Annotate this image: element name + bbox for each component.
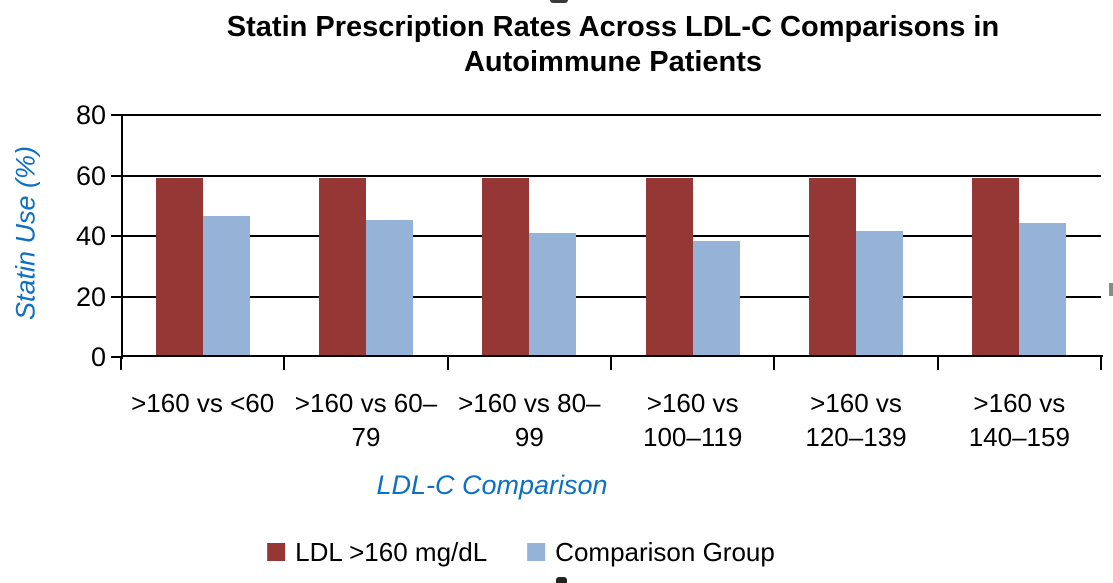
legend-item-series-2: Comparison Group	[527, 537, 775, 567]
gridline-60	[121, 174, 1101, 177]
gridline-40	[121, 235, 1101, 237]
x-tick-label-line: >160 vs <60	[131, 388, 275, 418]
x-tick-label-1: >160 vs <60	[121, 386, 284, 420]
x-tick-mark-0	[120, 357, 122, 370]
x-axis-title: LDL-C Comparison	[376, 470, 608, 500]
y-tick-label-20: 20	[75, 281, 106, 312]
bar-group-4	[611, 115, 774, 357]
chart-title: Statin Prescription Rates Across LDL-C C…	[93, 10, 1113, 80]
bar-group-1	[121, 115, 284, 357]
plot-area	[121, 114, 1101, 357]
y-tick-mark-0	[111, 356, 122, 358]
bar-series-1-cat-2	[318, 177, 366, 357]
y-tick-mark-20	[111, 295, 122, 298]
x-tick-label-line: >160 vs	[973, 388, 1066, 418]
y-tick-label-60: 60	[75, 160, 106, 191]
chart-title-line-1: Statin Prescription Rates Across LDL-C C…	[226, 11, 1000, 43]
x-tick-label-6: >160 vs 140–159	[938, 386, 1101, 454]
legend-swatch-series-2-icon	[527, 543, 546, 561]
legend-label-series-1: LDL >160 mg/dL	[295, 537, 488, 567]
y-tick-mark-60	[111, 174, 122, 177]
x-tick-mark-2	[446, 357, 449, 370]
bar-series-2-cat-6	[1019, 223, 1067, 357]
bar-series-1-cat-4	[645, 177, 693, 357]
x-tick-label-line: >160 vs	[810, 388, 902, 418]
cropped-text-fragment-top	[550, 0, 568, 3]
bar-series-1-cat-6	[972, 177, 1020, 357]
bar-series-2-cat-2	[365, 219, 413, 357]
bar-group-5	[774, 115, 937, 357]
bar-series-2-cat-4	[692, 240, 740, 357]
legend-swatch-series-1-icon	[267, 543, 286, 561]
x-tick-label-2: >160 vs 60– 79	[284, 386, 447, 454]
x-tick-label-line: >160 vs 80–	[458, 388, 601, 418]
x-tick-mark-1	[283, 357, 286, 370]
y-axis-line	[121, 115, 123, 359]
bar-series-2-cat-1	[202, 216, 250, 357]
x-tick-label-line: 99	[514, 422, 544, 452]
bar-group-3	[448, 115, 611, 357]
x-tick-label-5: >160 vs 120–139	[774, 386, 937, 454]
bar-series-2-cat-5	[855, 231, 903, 357]
x-tick-mark-4	[773, 357, 776, 370]
y-tick-mark-40	[111, 235, 122, 237]
x-tick-label-4: >160 vs 100–119	[611, 386, 774, 454]
x-tick-mark-6	[1100, 357, 1102, 370]
bar-group-6	[938, 115, 1101, 357]
x-axis-line	[121, 355, 1103, 357]
x-tick-label-line: 140–159	[968, 422, 1070, 452]
y-tick-label-80: 80	[75, 100, 106, 130]
cropped-text-fragment-right	[1109, 283, 1113, 296]
legend-label-series-2: Comparison Group	[555, 537, 775, 567]
chart-title-line-2: Autoimmune Patients	[463, 46, 763, 78]
y-tick-mark-80	[111, 114, 122, 116]
legend: LDL >160 mg/dL Comparison Group	[267, 537, 775, 567]
bar-series-1-cat-3	[482, 177, 530, 357]
gridline-20	[121, 295, 1101, 298]
x-tick-label-line: >160 vs	[646, 388, 739, 418]
cropped-text-fragment-bottom	[556, 577, 567, 583]
bar-series-1-cat-1	[155, 177, 203, 357]
x-tick-mark-5	[936, 357, 939, 370]
x-tick-label-3: >160 vs 80– 99	[448, 386, 611, 454]
bar-series-2-cat-3	[529, 233, 577, 357]
bar-series-1-cat-5	[808, 177, 856, 357]
bar-group-2	[284, 115, 447, 357]
x-tick-label-line: 79	[351, 422, 381, 452]
x-tick-label-line: 120–139	[805, 422, 907, 452]
x-tick-mark-3	[610, 357, 612, 370]
legend-item-series-1: LDL >160 mg/dL	[267, 537, 487, 567]
x-tick-label-line: 100–119	[643, 422, 743, 452]
x-tick-label-line: >160 vs 60–	[294, 388, 438, 418]
y-tick-label-40: 40	[75, 221, 106, 251]
gridline-80	[121, 114, 1101, 116]
y-tick-label-0: 0	[90, 342, 106, 372]
